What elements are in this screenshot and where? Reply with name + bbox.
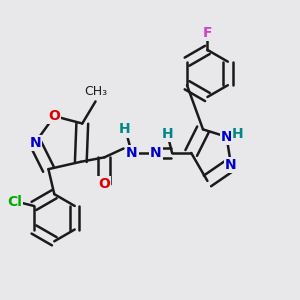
Text: CH₃: CH₃ <box>84 85 107 98</box>
Text: O: O <box>98 177 110 191</box>
Text: N: N <box>221 130 232 144</box>
Text: Cl: Cl <box>7 194 22 208</box>
Text: N: N <box>29 136 41 150</box>
Text: N: N <box>150 146 162 160</box>
Text: N: N <box>126 146 138 160</box>
Text: H: H <box>232 127 244 141</box>
Text: F: F <box>203 26 212 40</box>
Text: H: H <box>119 122 131 136</box>
Text: O: O <box>48 109 60 123</box>
Text: H: H <box>162 127 173 141</box>
Text: N: N <box>225 158 237 172</box>
